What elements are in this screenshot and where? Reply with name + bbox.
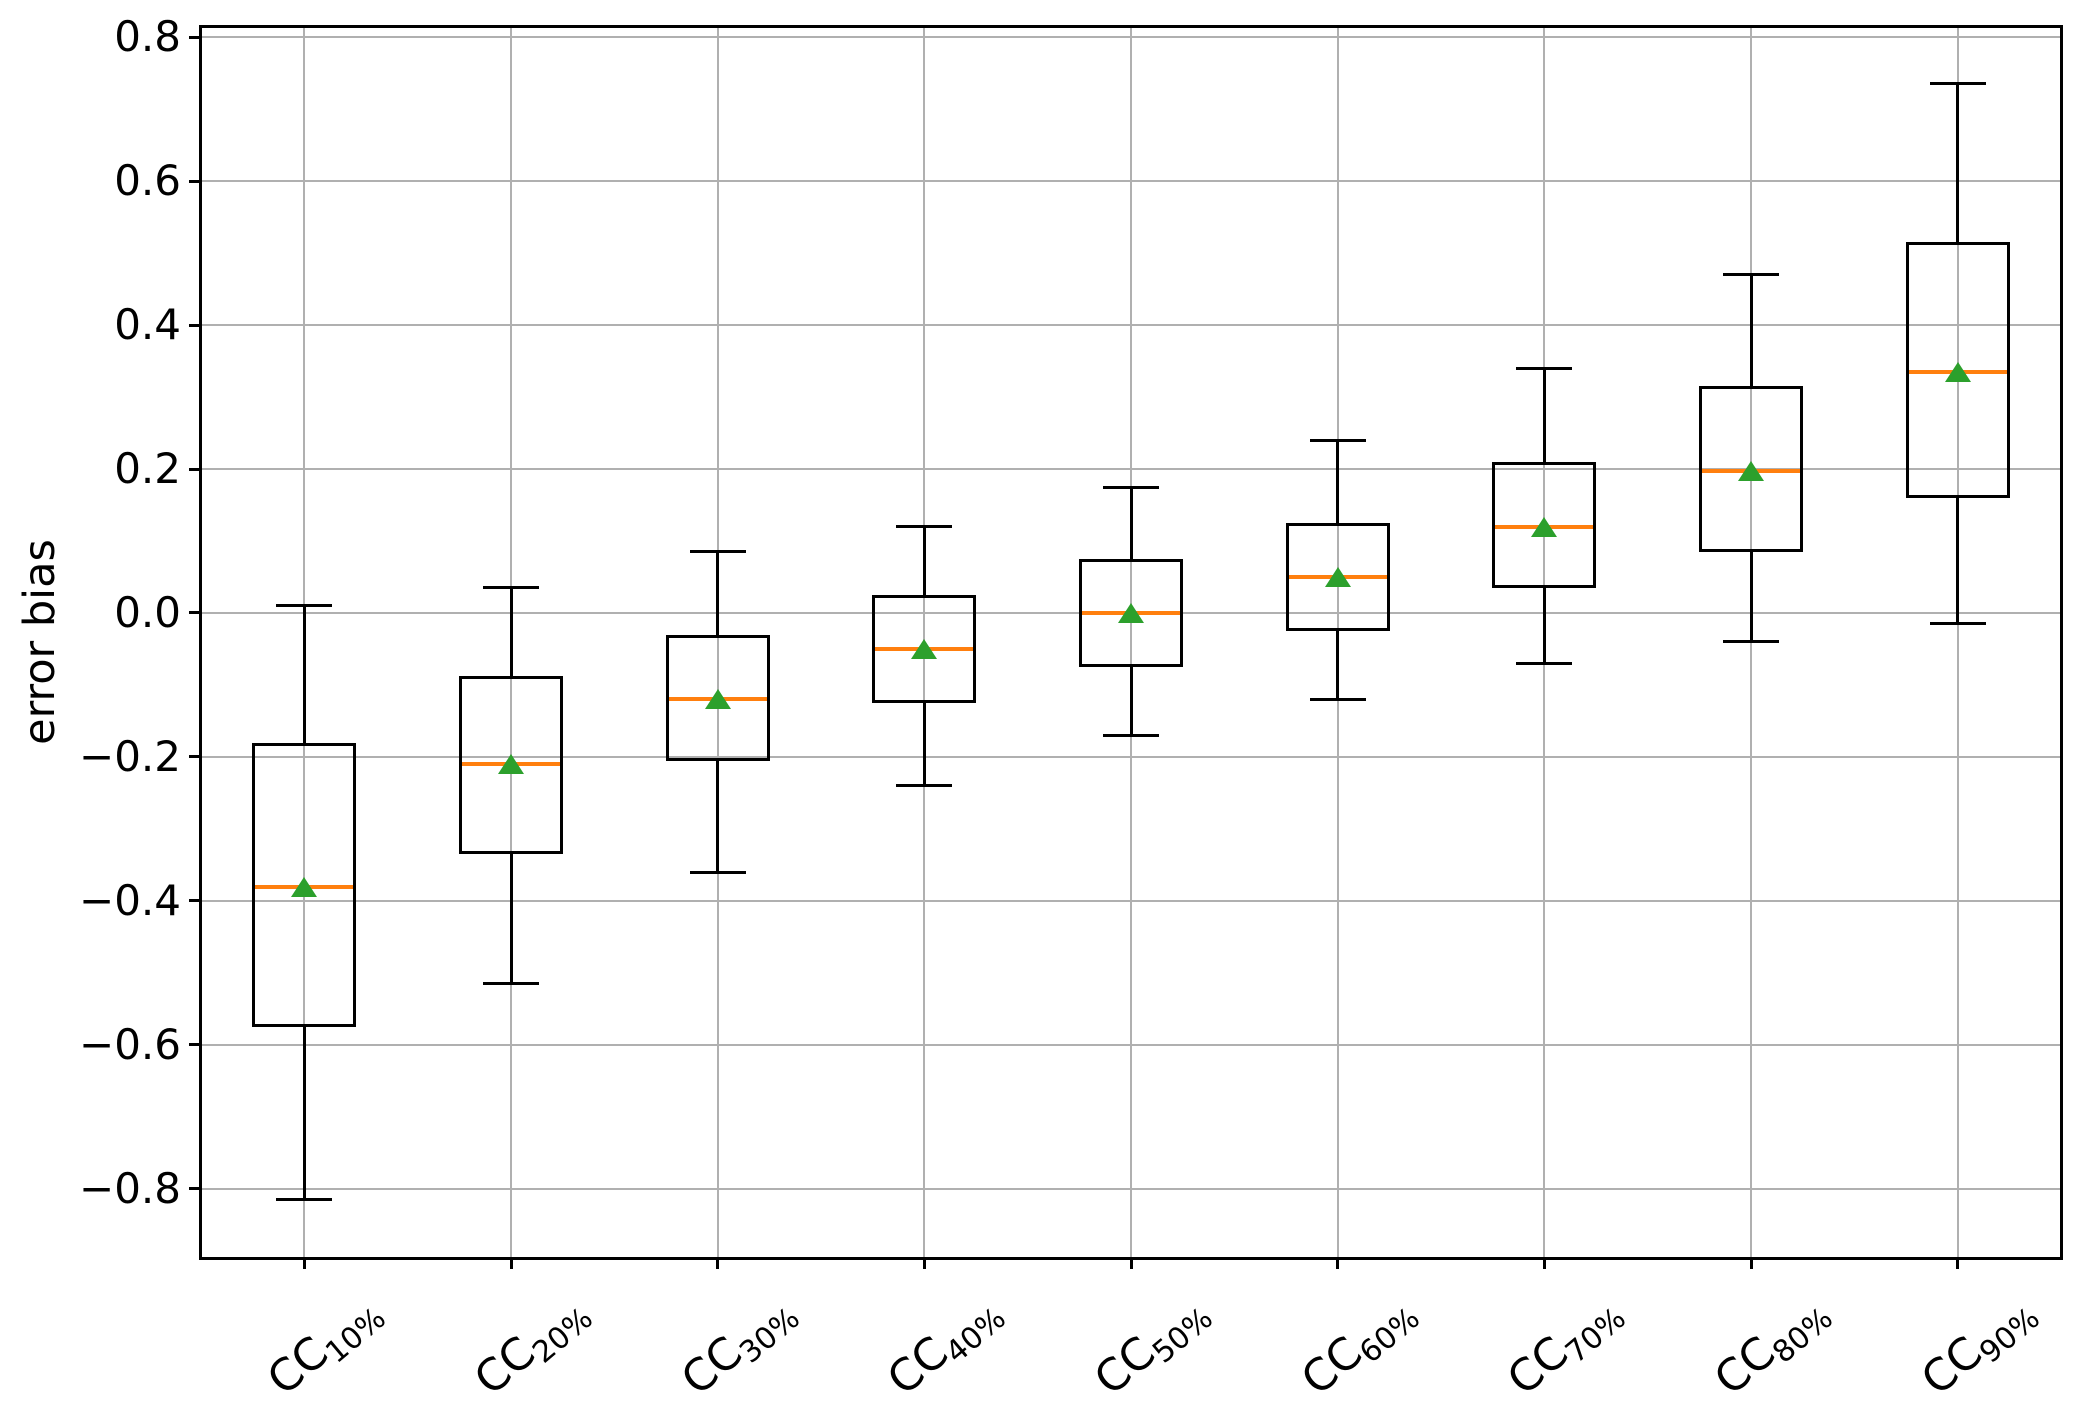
- whisker-lower: [1956, 497, 1960, 624]
- y-tick-mark: [189, 899, 201, 903]
- y-tick-mark: [189, 611, 201, 615]
- mean-marker: [291, 876, 318, 897]
- mean-marker: [1118, 602, 1144, 623]
- x-tick-mark: [1749, 1258, 1753, 1269]
- box-rect: [665, 634, 770, 761]
- mean-marker: [1324, 566, 1351, 587]
- whisker-cap-upper: [1103, 485, 1159, 489]
- y-tick-mark: [189, 467, 201, 471]
- whisker-cap-lower: [276, 1198, 333, 1202]
- y-tick-mark: [189, 35, 201, 39]
- x-tick-label: CC10%: [258, 1284, 393, 1410]
- whisker-cap-upper: [1309, 438, 1366, 442]
- x-tick-label: CC20%: [465, 1284, 600, 1410]
- y-tick-label: 0.4: [114, 300, 181, 350]
- x-tick-mark: [1129, 1258, 1133, 1269]
- whisker-cap-upper: [1516, 366, 1573, 370]
- whisker-lower: [1129, 666, 1133, 736]
- whisker-cap-upper: [689, 550, 746, 554]
- y-tick-label: −0.4: [79, 875, 181, 925]
- x-tick-label: CC30%: [672, 1284, 807, 1410]
- whisker-cap-lower: [1103, 733, 1159, 737]
- box-rect: [1079, 558, 1183, 667]
- x-tick-mark: [1336, 1258, 1340, 1269]
- whisker-upper: [1129, 487, 1133, 559]
- box-rect: [1699, 386, 1803, 552]
- x-tick-mark: [1542, 1258, 1546, 1269]
- whisker-lower: [1336, 630, 1340, 700]
- mean-marker: [1531, 516, 1558, 537]
- box-rect: [872, 594, 977, 703]
- whisker-cap-upper: [1723, 273, 1779, 277]
- whisker-cap-upper: [483, 586, 539, 590]
- whisker-lower: [716, 760, 720, 873]
- x-tick-mark: [922, 1258, 926, 1269]
- whisker-upper: [1336, 440, 1340, 523]
- y-tick-label: −0.6: [79, 1019, 181, 1069]
- whisker-upper: [1956, 83, 1960, 243]
- y-tick-mark: [189, 179, 201, 183]
- whisker-cap-upper: [276, 604, 333, 608]
- whisker-cap-lower: [896, 784, 953, 788]
- x-tick-label: CC80%: [1705, 1284, 1840, 1410]
- mean-marker: [1944, 361, 1971, 382]
- whisker-cap-lower: [1516, 661, 1573, 665]
- whisker-lower: [302, 1026, 306, 1200]
- whisker-lower: [922, 702, 926, 786]
- x-tick-label: CC70%: [1498, 1284, 1633, 1410]
- mean-marker: [911, 638, 938, 659]
- x-tick-label: CC40%: [878, 1284, 1013, 1410]
- whisker-upper: [1542, 368, 1546, 462]
- whisker-cap-lower: [1723, 640, 1779, 644]
- whisker-lower: [1542, 587, 1546, 664]
- whisker-cap-lower: [1929, 622, 1986, 626]
- whisker-cap-lower: [1309, 697, 1366, 701]
- y-tick-mark: [189, 1043, 201, 1047]
- plot-area: [199, 25, 2063, 1260]
- whisker-lower: [1749, 551, 1753, 642]
- mean-marker: [498, 754, 524, 775]
- x-gridline: [1130, 27, 1132, 1258]
- box-rect: [459, 676, 563, 855]
- x-tick-mark: [302, 1258, 306, 1269]
- y-tick-label: −0.8: [79, 1163, 181, 1213]
- x-tick-mark: [716, 1258, 720, 1269]
- whisker-upper: [509, 587, 513, 677]
- whisker-lower: [509, 854, 513, 984]
- box-rect: [1285, 522, 1390, 631]
- y-tick-label: 0.6: [114, 156, 181, 206]
- whisker-cap-upper: [896, 525, 953, 529]
- whisker-upper: [1749, 274, 1753, 387]
- y-tick-label: 0.0: [114, 587, 181, 637]
- y-axis-label: error bias: [15, 442, 65, 842]
- y-tick-label: 0.2: [114, 444, 181, 493]
- box-rect: [252, 742, 357, 1027]
- x-tick-mark: [509, 1258, 513, 1269]
- x-tick-label: CC50%: [1085, 1284, 1220, 1410]
- y-tick-mark: [189, 755, 201, 759]
- y-tick-mark: [189, 323, 201, 327]
- mean-marker: [704, 689, 731, 710]
- y-tick-mark: [189, 1187, 201, 1191]
- box-rect: [1905, 242, 2010, 498]
- x-tick-label: CC60%: [1292, 1284, 1427, 1410]
- y-tick-label: 0.8: [114, 12, 181, 62]
- whisker-cap-lower: [483, 982, 539, 986]
- y-tick-label: −0.2: [79, 731, 181, 781]
- x-gridline: [716, 27, 719, 1258]
- whisker-upper: [302, 605, 306, 743]
- whisker-upper: [922, 526, 926, 595]
- whisker-cap-lower: [689, 870, 746, 874]
- x-tick-mark: [1956, 1258, 1960, 1269]
- y-axis-label-text: error bias: [15, 539, 65, 745]
- mean-marker: [1738, 461, 1764, 482]
- whisker-cap-upper: [1929, 82, 1986, 86]
- whisker-upper: [716, 551, 720, 635]
- box-rect: [1492, 461, 1597, 588]
- x-tick-label: CC90%: [1912, 1284, 2047, 1410]
- x-gridline: [1956, 27, 1959, 1258]
